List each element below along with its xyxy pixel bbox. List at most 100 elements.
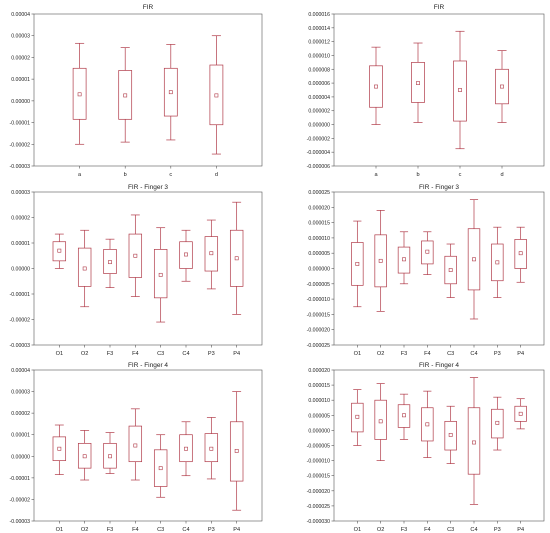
y-tick-label: 0.000012 <box>308 40 330 46</box>
plot-frame <box>333 369 545 522</box>
median-marker <box>518 251 523 256</box>
x-tick-label-o2: O2 <box>81 351 88 357</box>
box-c3 <box>153 434 168 498</box>
median-marker <box>77 92 82 97</box>
median-marker <box>402 257 406 262</box>
median-marker <box>234 448 239 453</box>
x-tick-label-c: c <box>459 172 462 178</box>
median-marker <box>158 272 163 277</box>
box-o2 <box>374 210 387 312</box>
box-f4 <box>421 390 434 458</box>
box-f3 <box>103 238 117 288</box>
y-tick-label: -0.000010 <box>307 297 330 303</box>
x-tick-label-c3: C3 <box>447 351 454 357</box>
median-marker <box>108 260 112 265</box>
x-tick-label-o1: O1 <box>56 351 63 357</box>
box-p3 <box>204 417 219 480</box>
box-c3 <box>444 243 457 298</box>
box-c <box>453 30 467 150</box>
y-tick-label: -0.000010 <box>307 459 330 465</box>
box-p3 <box>491 396 504 451</box>
box-a <box>369 46 383 125</box>
y-tick-label: 0.00000 <box>11 99 30 105</box>
box-o2 <box>77 229 92 308</box>
median-marker <box>184 446 188 451</box>
x-tick-label-p4: P4 <box>233 527 240 533</box>
plot-frame <box>333 13 545 167</box>
box-p3 <box>491 226 504 298</box>
plot-frame <box>33 369 263 522</box>
y-tick-label: -0.000015 <box>307 312 330 318</box>
box-c4 <box>467 377 481 505</box>
y-tick-label: 0.00000 <box>11 267 30 273</box>
box-o2 <box>374 383 387 461</box>
x-tick-label-d: d <box>215 172 218 178</box>
x-tick-label-f3: F3 <box>401 351 408 357</box>
box-c4 <box>179 421 193 477</box>
box-p4 <box>229 391 244 511</box>
box-f3 <box>103 432 117 474</box>
x-tick-label-c4: C4 <box>182 351 189 357</box>
chart-svg: FIR - Finger 4 -0.000030 -0.000025 -0.00002… <box>307 362 545 533</box>
box-o1 <box>52 424 67 475</box>
median-marker <box>500 84 504 89</box>
median-marker <box>82 266 87 271</box>
y-tick-label: 0.00001 <box>11 241 30 247</box>
y-tick-label: 0.000020 <box>308 205 330 211</box>
y-tick-label: 0.00002 <box>11 411 30 417</box>
x-tick-label-p3: P3 <box>208 527 215 533</box>
x-tick-label-p4: P4 <box>233 351 240 357</box>
x-tick-label-c4: C4 <box>470 351 477 357</box>
x-tick-label-f4: F4 <box>424 527 431 533</box>
x-tick-label-c4: C4 <box>470 527 477 533</box>
x-tick-label-a: a <box>374 172 378 178</box>
y-tick-label: -0.00003 <box>10 343 31 349</box>
y-tick-label: 0.00001 <box>11 77 30 83</box>
median-marker <box>472 257 476 262</box>
y-tick-label: 0.00000 <box>11 454 30 460</box>
y-tick-label: -0.00001 <box>10 476 31 482</box>
y-tick-label: 0.00001 <box>11 433 30 439</box>
x-tick-label-o1: O1 <box>56 527 63 533</box>
y-tick-label: 0.000015 <box>308 383 330 389</box>
x-tick-label-o1: O1 <box>354 351 361 357</box>
median-marker <box>82 454 87 459</box>
box-d <box>495 50 509 123</box>
x-tick-label-c: c <box>169 172 172 178</box>
chart-panel-finger3-right: FIR - Finger 3 -0.000025 -0.000020 -0.00001… <box>278 180 550 358</box>
chart-panel-finger3-left: FIR - Finger 3 -0.00003 -0.00002 -0.00001 0.… <box>0 180 270 358</box>
y-tick-label: 0.000010 <box>308 398 330 404</box>
median-marker <box>123 93 128 98</box>
chart-svg: FIR -0.000006 -0.000004 -0.000002 0.000000 0.… <box>307 4 545 178</box>
chart-panel-fir-right: FIR -0.000006 -0.000004 -0.000002 0.000000 0.… <box>278 0 550 178</box>
y-tick-label: 0.000005 <box>308 413 330 419</box>
x-tick-label-d: d <box>500 172 503 178</box>
y-tick-label: -0.00001 <box>10 121 31 127</box>
median-marker <box>158 466 163 471</box>
x-tick-label-c3: C3 <box>157 351 164 357</box>
y-tick-label: 0.000010 <box>308 53 330 59</box>
x-tick-label-o2: O2 <box>81 527 88 533</box>
median-marker <box>108 454 112 459</box>
y-tick-label: 0.00004 <box>11 12 30 18</box>
y-tick-label: 0.000006 <box>308 81 330 87</box>
box-c3 <box>444 405 457 464</box>
y-tick-label: 0.000014 <box>308 26 330 32</box>
box-o1 <box>351 220 364 308</box>
x-tick-label-p3: P3 <box>208 351 215 357</box>
x-tick-label-o2: O2 <box>377 351 384 357</box>
x-tick-label-f3: F3 <box>401 527 408 533</box>
x-tick-label-p3: P3 <box>494 351 501 357</box>
y-tick-label: -0.000020 <box>307 328 330 334</box>
chart-title: FIR <box>434 4 445 11</box>
y-tick-label: 0.000010 <box>308 236 330 242</box>
chart-panel-finger4-right: FIR - Finger 4 -0.000030 -0.000025 -0.00002… <box>278 358 550 533</box>
median-marker <box>133 253 138 258</box>
median-marker <box>355 414 360 419</box>
x-tick-label-p4: P4 <box>517 527 524 533</box>
chart-svg: FIR - Finger 3 -0.00003 -0.00002 -0.00001 0.… <box>10 184 263 357</box>
chart-svg: FIR - Finger 3 -0.000025 -0.000020 -0.00001… <box>307 184 545 357</box>
box-p3 <box>204 219 219 290</box>
y-tick-label: -0.000002 <box>307 136 330 142</box>
median-marker <box>57 446 62 451</box>
